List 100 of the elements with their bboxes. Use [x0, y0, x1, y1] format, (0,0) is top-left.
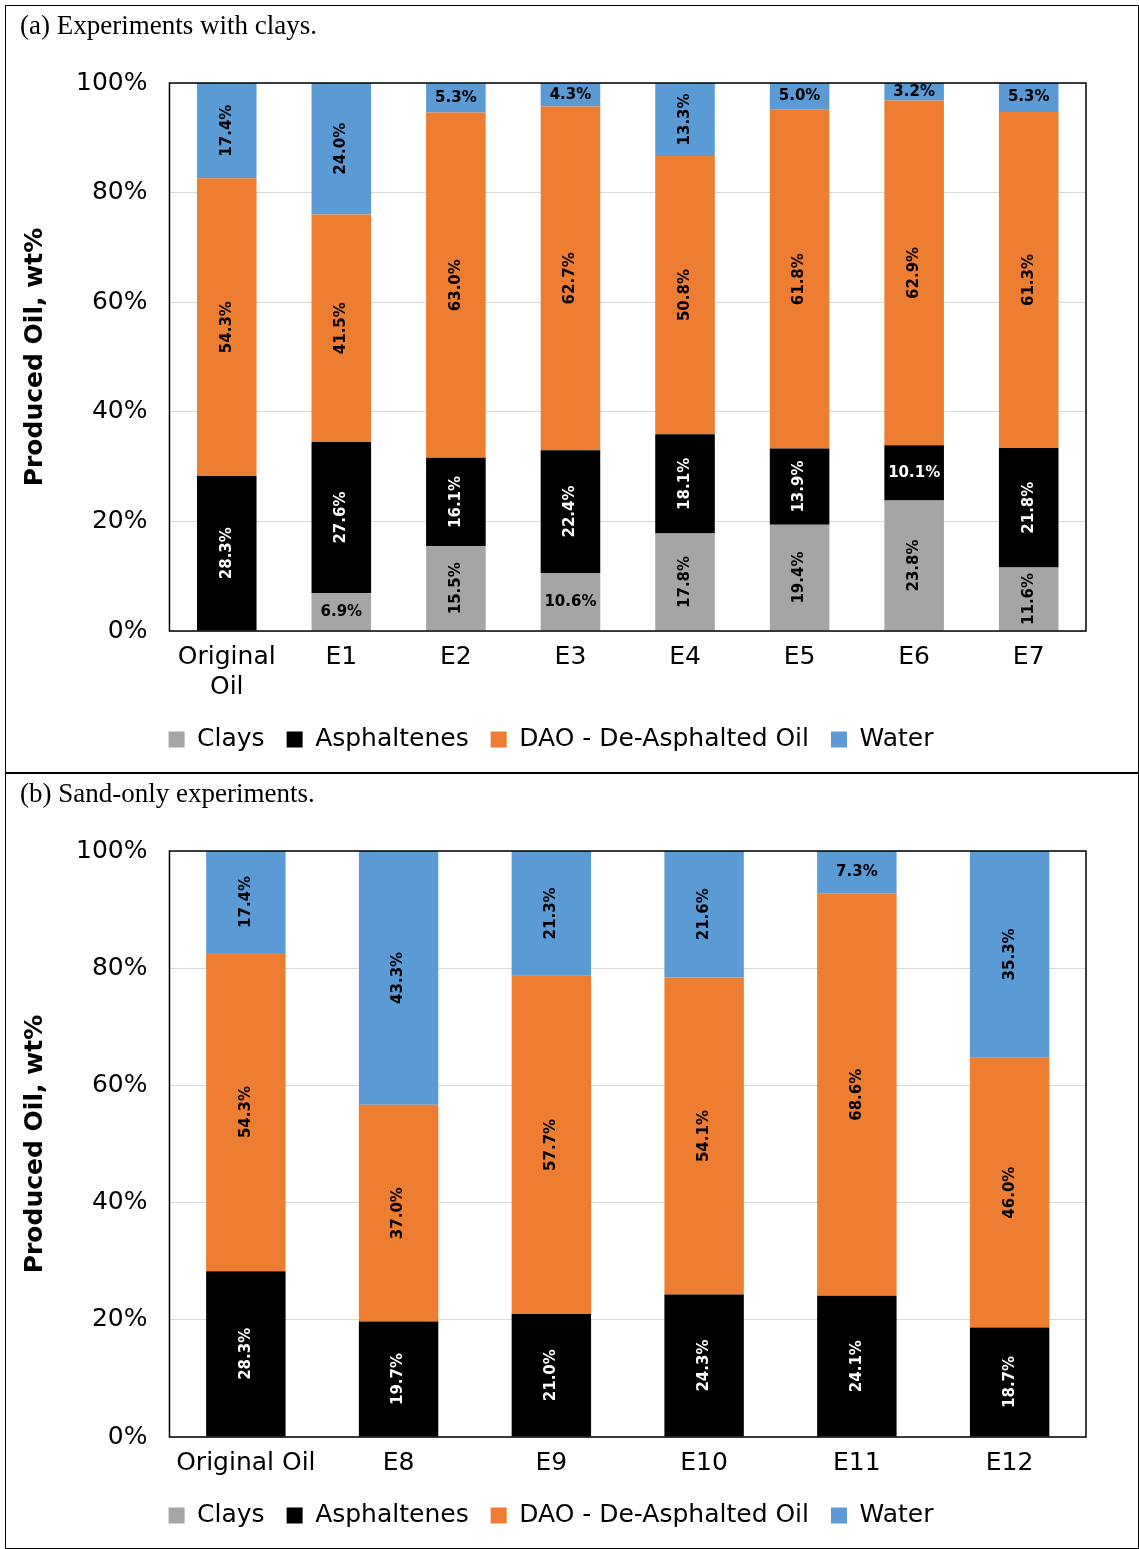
data-label: 10.1% — [888, 462, 941, 481]
data-label: 54.3% — [216, 301, 235, 354]
data-label: 21.0% — [541, 1349, 560, 1402]
y-tick-label: 0% — [107, 614, 148, 644]
data-label: 13.9% — [789, 460, 808, 513]
bar — [664, 977, 744, 1295]
bar — [769, 524, 830, 631]
x-tick-label: E8 — [382, 1446, 415, 1476]
x-tick-label: E11 — [833, 1446, 881, 1476]
bar — [426, 457, 486, 547]
data-label: 46.0% — [999, 1166, 1018, 1219]
bar — [358, 1104, 439, 1322]
data-label: 19.7% — [388, 1353, 407, 1406]
bar — [655, 155, 715, 435]
bar — [969, 1057, 1050, 1328]
data-label: 5.3% — [435, 87, 477, 106]
data-label: 5.0% — [778, 86, 821, 105]
x-tick-label: E1 — [325, 640, 358, 670]
bar — [998, 112, 1059, 448]
data-label: 21.3% — [541, 887, 560, 940]
bar — [998, 567, 1059, 631]
data-label: 41.5% — [331, 302, 350, 355]
y-tick-label: 20% — [91, 504, 148, 534]
x-tick-label: E6 — [898, 640, 930, 670]
bar — [817, 851, 897, 894]
legend-label: Water — [859, 1499, 935, 1528]
data-label: 63.0% — [445, 259, 464, 312]
data-label: 4.3% — [549, 84, 592, 103]
legend-label: Asphaltenes — [315, 1499, 469, 1528]
y-tick-label: 60% — [91, 285, 148, 315]
data-label: 24.3% — [694, 1339, 712, 1392]
data-label: 7.3% — [836, 862, 878, 881]
bar — [769, 109, 830, 449]
bar — [206, 851, 286, 953]
bar — [655, 533, 715, 631]
data-label: 68.6% — [846, 1068, 865, 1121]
y-tick-label: 80% — [91, 951, 148, 981]
y-axis-title: Produced Oil, wt% — [18, 227, 48, 487]
legend-label: Clays — [197, 723, 265, 752]
x-tick-label: E5 — [783, 640, 816, 670]
x-tick-label: E3 — [554, 640, 587, 670]
data-label: 28.3% — [216, 527, 235, 580]
x-tick-label: E10 — [680, 1446, 728, 1476]
bar — [206, 952, 286, 1272]
data-label: 22.4% — [560, 485, 579, 538]
bar — [511, 975, 592, 1314]
y-tick-label: 100% — [75, 66, 148, 96]
y-tick-label: 40% — [91, 1186, 148, 1216]
data-label: 3.2% — [893, 81, 935, 100]
y-axis-title: Produced Oil, wt% — [18, 1014, 48, 1274]
data-label: 18.1% — [674, 457, 693, 510]
data-label: 35.3% — [999, 928, 1018, 981]
data-label: 6.9% — [320, 601, 363, 620]
data-label: 57.7% — [541, 1118, 560, 1171]
bar — [358, 851, 439, 1105]
bar — [511, 851, 592, 976]
bar — [196, 178, 257, 476]
data-label: 28.3% — [235, 1327, 254, 1380]
bar — [655, 83, 715, 156]
y-tick-label: 60% — [91, 1068, 148, 1098]
data-label: 54.1% — [694, 1110, 712, 1163]
data-label: 11.6% — [1018, 572, 1037, 625]
data-label: 15.5% — [445, 562, 464, 615]
x-tick-label: E12 — [985, 1446, 1034, 1476]
bar — [540, 450, 601, 573]
x-tick-label: E9 — [535, 1446, 568, 1476]
bar — [311, 214, 372, 442]
data-label: 62.9% — [904, 246, 923, 299]
legend-label: Water — [859, 723, 935, 752]
bar — [969, 851, 1050, 1058]
data-label: 62.7% — [560, 252, 579, 305]
legend-label: DAO - De-Asphalted Oil — [519, 723, 810, 752]
y-tick-label: 100% — [75, 834, 148, 864]
x-tick-label: Original Oil — [177, 640, 276, 700]
bar — [998, 447, 1059, 568]
bar — [311, 83, 372, 215]
bar — [884, 500, 944, 631]
legend-label: DAO - De-Asphalted Oil — [519, 1499, 810, 1528]
data-label: 27.6% — [331, 491, 350, 544]
bar — [655, 434, 715, 534]
data-label: 24.0% — [331, 122, 350, 175]
data-label: 23.8% — [904, 539, 923, 592]
data-label: 17.4% — [235, 875, 254, 929]
y-tick-label: 40% — [91, 395, 148, 425]
data-label: 54.3% — [235, 1086, 254, 1139]
chart-title: (a) Experiments with clays. — [19, 9, 318, 42]
x-tick-label: E2 — [440, 640, 472, 670]
legend-label: Clays — [197, 1499, 265, 1528]
bar — [884, 445, 944, 501]
data-label: 37.0% — [388, 1187, 407, 1240]
data-label: 43.3% — [388, 951, 407, 1004]
bar — [817, 893, 897, 1296]
data-label: 24.1% — [846, 1340, 865, 1393]
x-tick-label: Original Oil — [176, 1446, 316, 1476]
bar — [426, 112, 486, 458]
data-label: 17.4% — [216, 104, 235, 157]
data-label: 61.3% — [1018, 253, 1037, 307]
data-label: 21.6% — [694, 888, 712, 941]
bar — [426, 546, 486, 631]
data-label: 18.7% — [999, 1355, 1018, 1408]
